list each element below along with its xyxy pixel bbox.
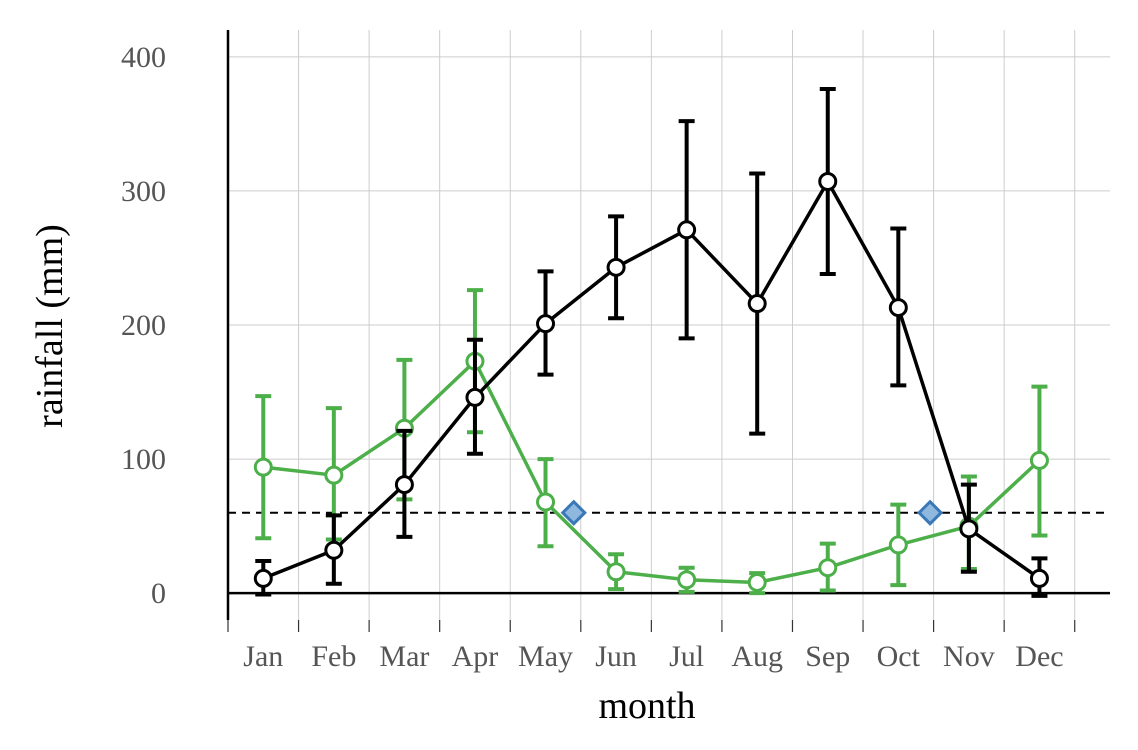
- x-tick-label: Apr: [452, 640, 499, 673]
- data-point: [818, 558, 838, 578]
- x-tick-label: Jun: [595, 640, 637, 673]
- y-tick-label: 0: [151, 577, 166, 610]
- x-tick-label: Feb: [311, 640, 356, 673]
- data-point: [536, 492, 556, 512]
- data-point: [747, 294, 767, 314]
- data-point: [324, 465, 344, 485]
- x-axis-title: month: [598, 685, 695, 727]
- y-axis-title: rainfall (mm): [29, 224, 71, 428]
- x-tick-label: Mar: [379, 640, 429, 673]
- data-point: [536, 314, 556, 334]
- y-tick-label: 300: [121, 175, 166, 208]
- data-point: [818, 172, 838, 192]
- x-tick-label: Sep: [805, 640, 850, 673]
- y-tick-label: 200: [121, 309, 166, 342]
- x-tick-label: Dec: [1015, 640, 1063, 673]
- x-tick-label: Oct: [877, 640, 921, 673]
- data-point: [253, 457, 273, 477]
- data-point: [324, 540, 344, 560]
- x-tick-label: Nov: [943, 640, 995, 673]
- crossing-marker: [916, 499, 944, 526]
- x-tick-label: Jan: [243, 640, 283, 673]
- data-point: [465, 387, 485, 407]
- data-point: [253, 568, 273, 588]
- crossing-marker: [560, 499, 587, 526]
- data-point: [888, 535, 908, 555]
- data-point: [677, 570, 697, 590]
- data-point: [888, 298, 908, 318]
- data-point: [747, 572, 767, 592]
- x-tick-label: Jul: [669, 640, 704, 673]
- data-point: [1029, 450, 1049, 470]
- series-line: [262, 179, 1041, 581]
- series-line: [263, 359, 1041, 585]
- axis-layer: 0 100 200 300 400 Jan Feb Mar Apr May Jun Jul Aug Sep…: [121, 30, 1110, 673]
- y-tick-label: 400: [121, 41, 166, 74]
- series-group: [253, 87, 1049, 598]
- x-tick-label: May: [518, 640, 573, 673]
- data-point: [606, 257, 626, 277]
- y-tick-label: 100: [121, 443, 166, 476]
- data-point: [1029, 568, 1049, 588]
- data-point: [677, 220, 697, 240]
- data-layer: [228, 87, 1110, 598]
- data-point: [959, 519, 979, 539]
- data-point: [606, 562, 626, 582]
- data-point: [394, 475, 414, 495]
- x-tick-label: Aug: [731, 640, 783, 673]
